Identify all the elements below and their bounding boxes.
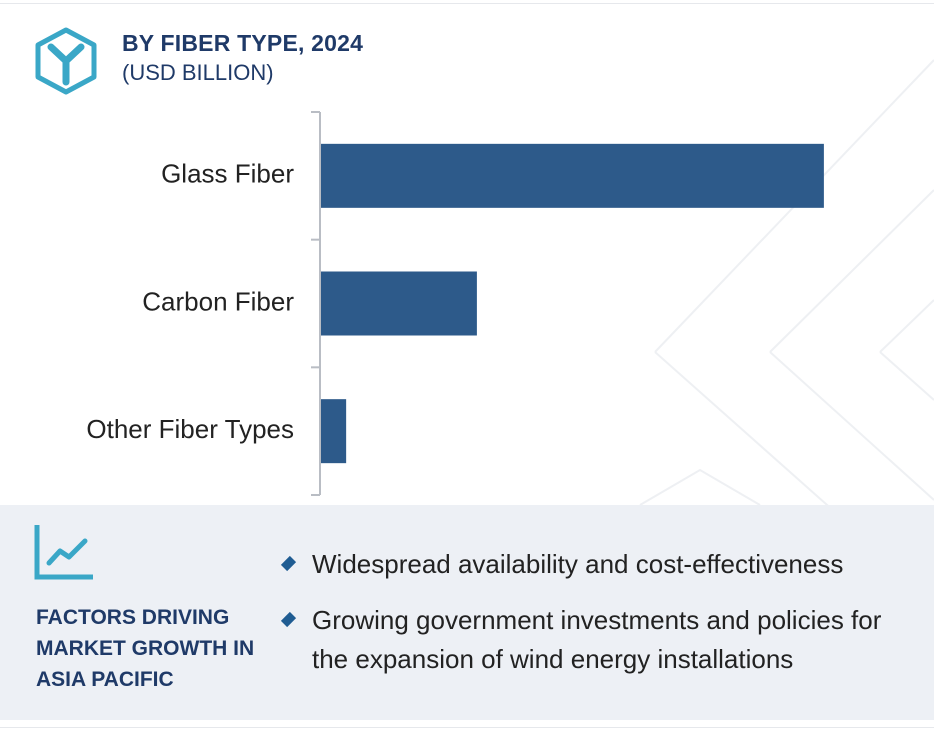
factors-heading: FACTORS DRIVING MARKET GROWTH IN ASIA PA…	[36, 606, 255, 691]
bar-chart: Glass Fiber Carbon Fiber Other Fiber Types	[86, 111, 824, 496]
top-divider	[0, 3, 934, 4]
bullet-text: Widespread availability and cost-effecti…	[312, 549, 844, 579]
category-label: Glass Fiber	[161, 159, 294, 189]
bar-carbon-fiber	[321, 271, 477, 336]
bullet-text: Growing government investments and polic…	[312, 605, 882, 674]
diamond-bullet-icon	[280, 611, 297, 628]
factors-list: Widespread availability and cost-effecti…	[280, 545, 920, 696]
category-label: Carbon Fiber	[142, 286, 294, 316]
factors-panel: FACTORS DRIVING MARKET GROWTH IN ASIA PA…	[0, 505, 934, 720]
trend-chart-icon	[34, 525, 93, 580]
hexagon-y-logo-icon	[35, 27, 97, 95]
list-item: Widespread availability and cost-effecti…	[280, 545, 920, 584]
bottom-divider	[0, 727, 934, 728]
diamond-bullet-icon	[280, 555, 297, 572]
list-item: Growing government investments and polic…	[280, 601, 920, 679]
category-label: Other Fiber Types	[86, 414, 294, 444]
chart-subtitle: (USD BILLION)	[122, 60, 274, 85]
bar-other-fiber-types	[321, 399, 347, 464]
chart-title: BY FIBER TYPE, 2024	[122, 30, 364, 56]
bar-glass-fiber	[321, 143, 824, 208]
